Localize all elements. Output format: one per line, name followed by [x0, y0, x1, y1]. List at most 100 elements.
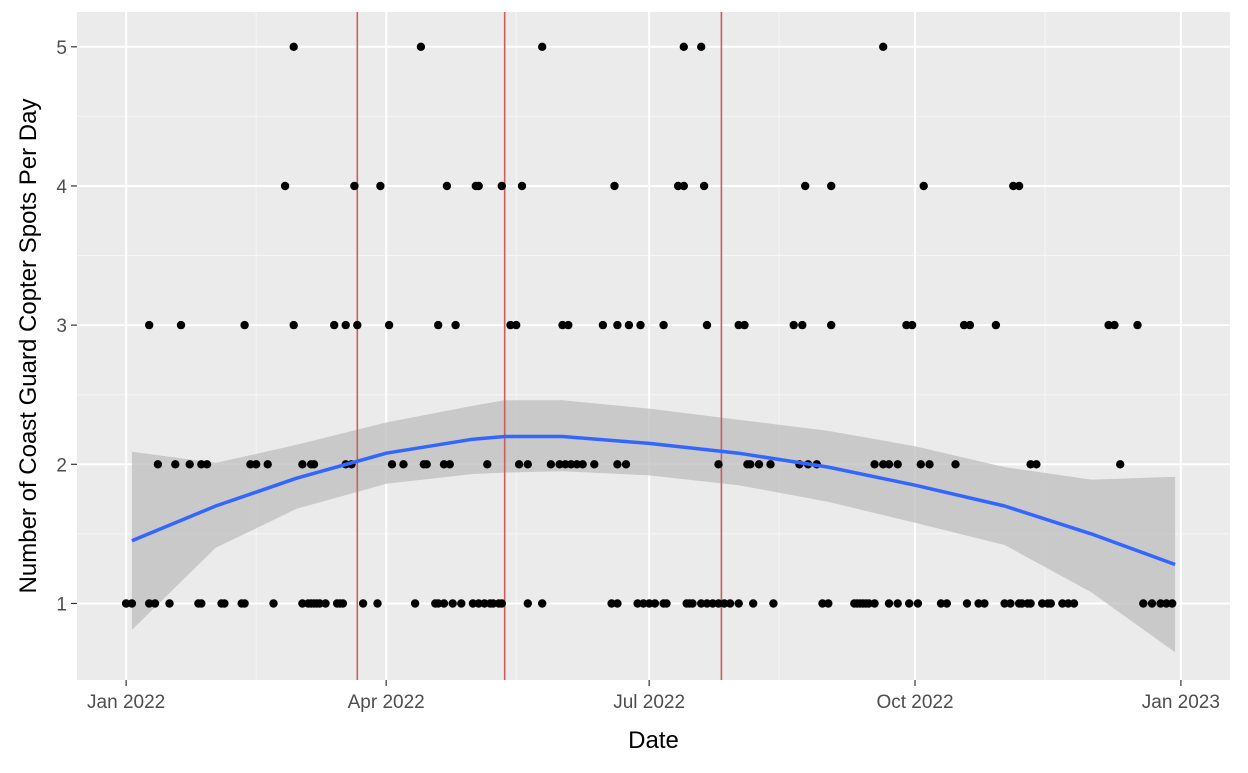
data-point: [1156, 599, 1165, 608]
data-point: [1133, 320, 1142, 330]
data-point: [798, 320, 807, 330]
data-point: [387, 460, 397, 469]
data-point: [315, 599, 324, 608]
data-point: [965, 320, 975, 330]
data-point: [633, 599, 642, 608]
data-point: [578, 460, 587, 469]
y-tick-label: 2: [56, 455, 67, 476]
data-point: [512, 320, 521, 330]
data-point: [942, 599, 951, 608]
data-point: [240, 599, 249, 608]
data-point: [991, 320, 1001, 330]
data-point: [1017, 599, 1027, 608]
data-point: [624, 320, 634, 330]
data-point: [621, 460, 631, 469]
data-point: [289, 320, 298, 330]
data-point: [697, 599, 706, 608]
data-point: [714, 460, 723, 469]
data-point: [538, 42, 547, 51]
data-point: [289, 42, 298, 51]
data-point: [298, 599, 307, 608]
data-point: [497, 181, 506, 191]
data-point: [702, 320, 712, 330]
y-tick-label: 4: [56, 177, 67, 198]
data-point: [801, 181, 810, 191]
data-point: [280, 181, 290, 191]
data-point: [1110, 320, 1119, 330]
data-point: [870, 599, 879, 608]
data-point: [538, 599, 547, 608]
data-point: [298, 460, 307, 469]
data-point: [523, 599, 532, 608]
data-point: [613, 599, 622, 608]
data-point: [330, 320, 339, 330]
data-point: [399, 460, 408, 469]
data-point: [145, 320, 154, 330]
data-point: [373, 599, 382, 608]
data-point: [439, 460, 449, 469]
data-point: [566, 460, 576, 469]
data-point: [555, 460, 564, 469]
data-point: [688, 599, 697, 608]
data-point: [341, 320, 350, 330]
data-point: [572, 460, 582, 469]
data-point: [246, 460, 255, 469]
data-point: [749, 599, 758, 608]
data-points: [121, 42, 1177, 608]
data-point: [974, 599, 983, 608]
data-point: [789, 320, 798, 330]
data-point: [879, 42, 888, 51]
data-point: [734, 320, 743, 330]
data-point: [925, 460, 934, 469]
data-point: [321, 599, 330, 608]
data-point: [269, 599, 278, 608]
data-point: [1162, 599, 1171, 608]
plot-panel: [77, 12, 1230, 680]
data-point: [1026, 599, 1035, 608]
data-point: [884, 460, 894, 469]
data-point: [416, 42, 426, 51]
data-point: [610, 181, 619, 191]
data-point: [457, 599, 466, 608]
data-point: [1147, 599, 1157, 608]
data-point: [980, 599, 989, 608]
data-point: [1009, 181, 1018, 191]
data-point: [613, 320, 622, 330]
data-point: [488, 599, 498, 608]
vertical-reference-lines: [356, 12, 723, 680]
x-tick-label: Apr 2022: [348, 692, 425, 713]
data-point: [546, 460, 556, 469]
data-point: [913, 599, 923, 608]
data-point: [824, 599, 833, 608]
data-point: [145, 599, 154, 608]
data-point: [350, 181, 359, 191]
y-tick-label: 5: [56, 38, 67, 59]
data-point: [220, 599, 229, 608]
data-point: [410, 599, 420, 608]
data-point: [740, 320, 749, 330]
y-axis: 1 2 3 4 5: [56, 38, 77, 615]
minor-gridlines: [77, 12, 1230, 680]
data-point: [919, 181, 928, 191]
data-point: [639, 599, 648, 608]
x-axis: Jan 2022 Apr 2022 Jul 2022 Oct 2022 Jan 2023: [87, 680, 1220, 713]
data-point: [240, 320, 249, 330]
data-point: [708, 599, 717, 608]
data-point: [679, 181, 688, 191]
data-point: [376, 181, 385, 191]
data-point: [1168, 599, 1177, 608]
data-point: [636, 320, 645, 330]
data-point: [734, 599, 743, 608]
data-point: [434, 320, 443, 330]
data-point: [746, 460, 755, 469]
data-point: [121, 599, 131, 608]
data-point: [422, 460, 431, 469]
data-point: [185, 460, 194, 469]
data-point: [558, 320, 567, 330]
data-point: [905, 599, 914, 608]
data-point: [916, 460, 925, 469]
y-tick-label: 3: [56, 316, 67, 337]
data-point: [451, 320, 460, 330]
data-point: [442, 181, 452, 191]
